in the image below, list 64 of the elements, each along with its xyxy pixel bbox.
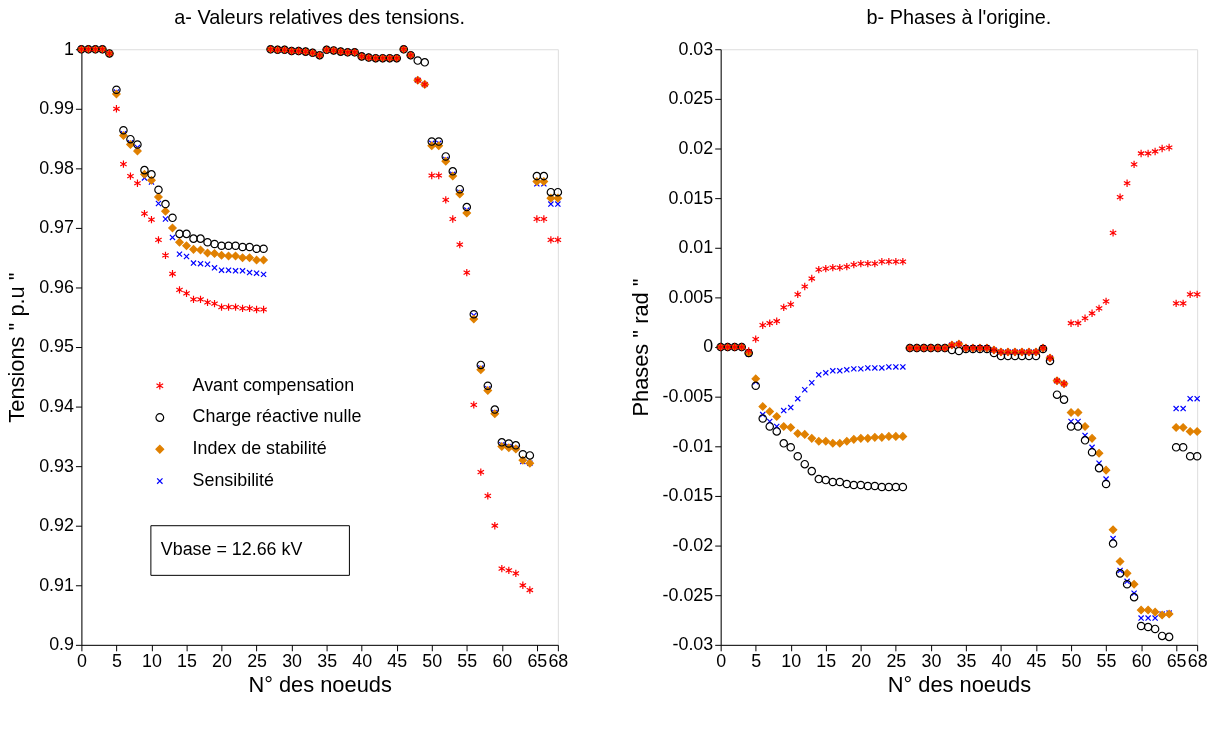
y-tick-label: 0.97 [39, 217, 75, 238]
y-tick-label: 0.025 [668, 88, 714, 109]
y-tick-label: 0.99 [39, 98, 75, 119]
legend-label: Charge réactive nulle [192, 406, 362, 427]
chart-title: a- Valeurs relatives des tensions. [174, 6, 466, 29]
x-tick-label: 20 [851, 651, 872, 672]
x-tick-label: 45 [1026, 651, 1047, 672]
y-tick-label: -0.01 [672, 435, 714, 456]
y-tick-label: 0.94 [39, 396, 75, 417]
x-tick-label: 5 [751, 651, 762, 672]
x-tick-label: 30 [921, 651, 942, 672]
y-tick-label: 0.9 [49, 634, 75, 655]
y-tick-label: -0.005 [662, 386, 714, 407]
x-tick-label: 55 [457, 651, 478, 672]
y-tick-label: 0.03 [678, 38, 714, 59]
y-tick-label: 0.92 [39, 515, 75, 536]
x-tick-label: 50 [422, 651, 443, 672]
x-tick-label: 25 [886, 651, 907, 672]
x-tick-label: 0 [716, 651, 727, 672]
x-tick-label: 20 [212, 651, 233, 672]
x-tick-label: 50 [1061, 651, 1082, 672]
y-axis-title: Phases " rad " [627, 278, 653, 417]
legend-label: Avant compensation [192, 374, 355, 395]
y-tick-label: 0.005 [668, 286, 714, 307]
y-tick-label: 0.015 [668, 187, 714, 208]
annotation: Vbase = 12.66 kV [160, 539, 303, 560]
y-tick-label: -0.025 [662, 584, 714, 605]
y-tick-label: -0.015 [662, 485, 714, 506]
x-axis-title: N° des noeuds [248, 671, 392, 697]
y-tick-label: 0.91 [39, 574, 75, 595]
x-tick-label: 65 [1166, 651, 1187, 672]
x-tick-label: 15 [816, 651, 837, 672]
x-tick-label: 45 [387, 651, 408, 672]
y-tick-label: 0.02 [678, 137, 714, 158]
chart-title: b- Phases à l'origine. [866, 6, 1052, 29]
y-tick-label: 0.01 [678, 237, 714, 258]
x-tick-label: 68 [1187, 651, 1208, 672]
legend-label: Sensibilité [192, 470, 275, 491]
y-axis-title: Tensions " p.u " [4, 272, 30, 423]
x-tick-label: 35 [317, 651, 338, 672]
x-tick-label: 68 [548, 651, 569, 672]
y-tick-label: 0 [703, 336, 714, 357]
y-tick-label: 0.95 [39, 336, 75, 357]
y-tick-label: 0.93 [39, 455, 75, 476]
y-tick-label: 0.98 [39, 157, 75, 178]
x-tick-label: 60 [1131, 651, 1152, 672]
x-tick-label: 55 [1096, 651, 1117, 672]
x-tick-label: 10 [781, 651, 802, 672]
y-tick-label: -0.02 [672, 535, 714, 556]
x-tick-label: 30 [282, 651, 303, 672]
x-tick-label: 10 [142, 651, 162, 672]
x-tick-label: 25 [247, 651, 268, 672]
x-tick-label: 65 [527, 651, 548, 672]
x-tick-label: 40 [991, 651, 1012, 672]
x-axis-title: N° des noeuds [887, 671, 1032, 697]
y-tick-label: 1 [64, 38, 75, 59]
y-tick-label: 0.96 [39, 276, 75, 297]
x-tick-label: 5 [111, 651, 122, 672]
x-tick-label: 40 [352, 651, 373, 672]
x-tick-label: 35 [956, 651, 977, 672]
x-tick-label: 60 [492, 651, 513, 672]
legend-label: Index de stabilité [192, 438, 327, 459]
y-tick-label: -0.03 [672, 634, 714, 655]
x-tick-label: 15 [177, 651, 197, 672]
